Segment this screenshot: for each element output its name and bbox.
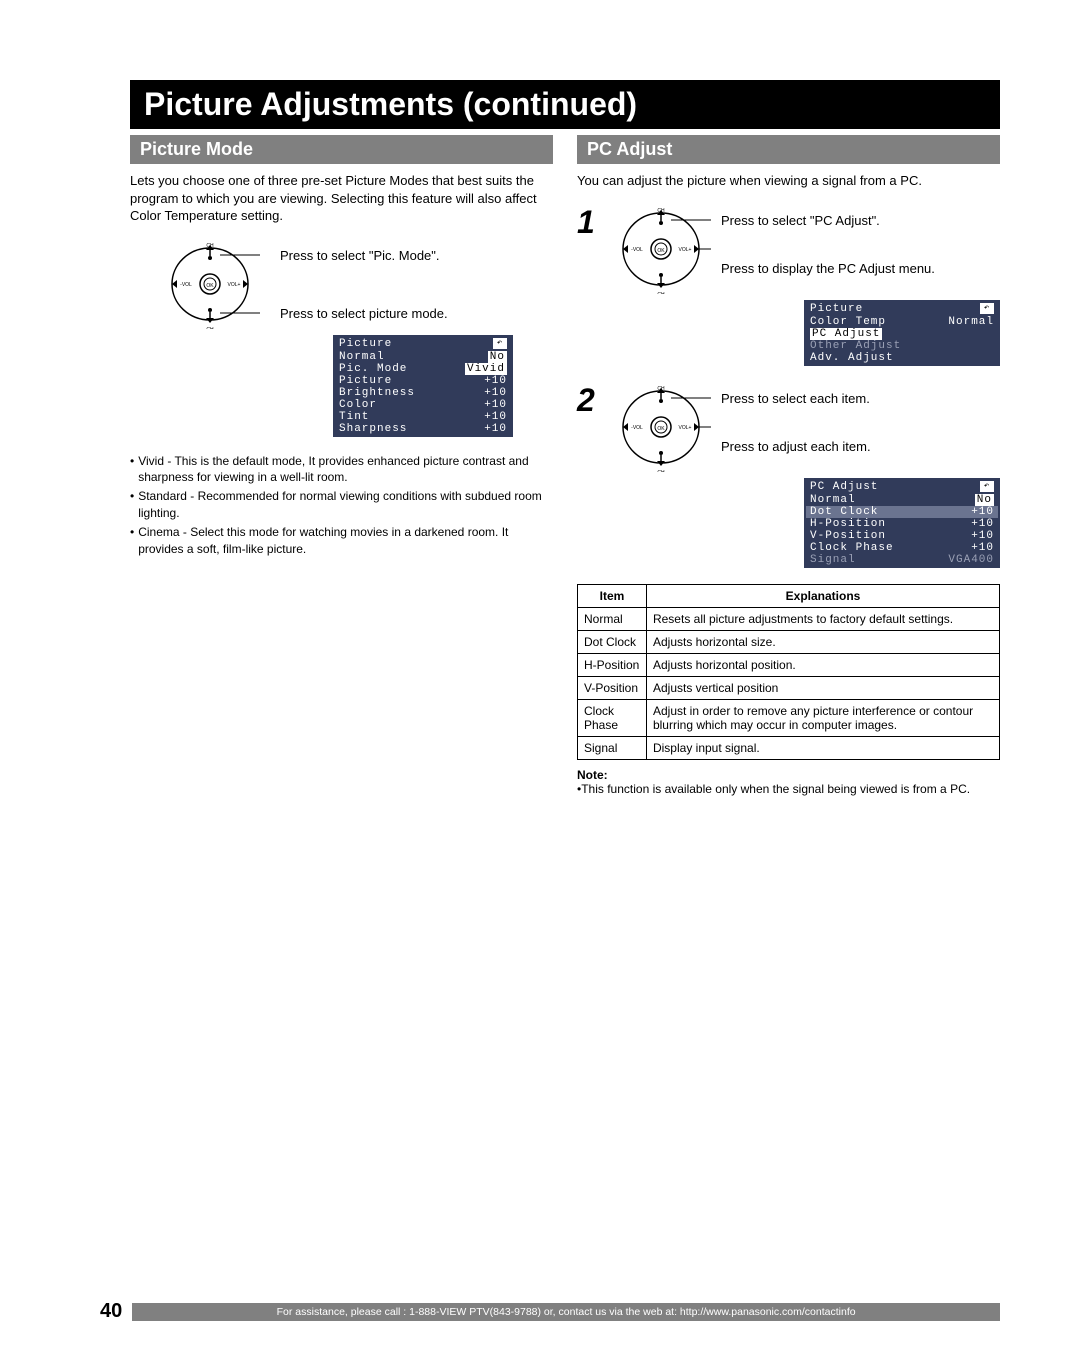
- caption-select-pic-mode: Press to select "Pic. Mode".: [280, 247, 448, 265]
- step-1-num: 1: [577, 204, 601, 241]
- caption-select-picture-mode: Press to select picture mode.: [280, 305, 448, 323]
- note-block: Note: •This function is available only w…: [577, 768, 1000, 796]
- remote-icon: [611, 382, 711, 472]
- picture-submenu: Picture↶ Color TempNormal PC Adjust Othe…: [804, 300, 1000, 366]
- remote-icon: [611, 204, 711, 294]
- right-column: PC Adjust You can adjust the picture whe…: [577, 135, 1000, 796]
- table-row: H-PositionAdjusts horizontal position.: [578, 653, 1000, 676]
- picture-mode-intro: Lets you choose one of three pre-set Pic…: [130, 172, 553, 225]
- back-icon: ↶: [980, 481, 994, 492]
- caption-adjust-each-item: Press to adjust each item.: [721, 438, 871, 456]
- back-icon: ↶: [493, 338, 507, 349]
- step-2-num: 2: [577, 382, 601, 419]
- table-row: Dot ClockAdjusts horizontal size.: [578, 630, 1000, 653]
- picture-menu: Picture↶ NormalNo Pic. ModeVivid Picture…: [333, 335, 513, 437]
- table-row: Item Explanations: [578, 584, 1000, 607]
- table-row: NormalResets all picture adjustments to …: [578, 607, 1000, 630]
- footer-text: For assistance, please call : 1-888-VIEW…: [132, 1303, 1000, 1321]
- caption-select-each-item: Press to select each item.: [721, 390, 871, 408]
- explanations-table: Item Explanations NormalResets all pictu…: [577, 584, 1000, 760]
- note-title: Note:: [577, 768, 1000, 782]
- caption-display-pc-menu: Press to display the PC Adjust menu.: [721, 260, 935, 278]
- back-icon: ↶: [980, 303, 994, 314]
- table-row: SignalDisplay input signal.: [578, 736, 1000, 759]
- remote-icon: [160, 239, 260, 329]
- mode-descriptions: •Vivid - This is the default mode, It pr…: [130, 453, 553, 558]
- caption-select-pc-adjust: Press to select "PC Adjust".: [721, 212, 935, 230]
- page-title: Picture Adjustments (continued): [130, 80, 1000, 129]
- pc-adjust-menu: PC Adjust↶ NormalNo Dot Clock+10 H-Posit…: [804, 478, 1000, 568]
- left-column: Picture Mode Lets you choose one of thre…: [130, 135, 553, 796]
- menu-title-label: Picture: [339, 338, 392, 350]
- picture-mode-header: Picture Mode: [130, 135, 553, 164]
- pc-adjust-intro: You can adjust the picture when viewing …: [577, 172, 1000, 190]
- table-row: Clock PhaseAdjust in order to remove any…: [578, 699, 1000, 736]
- page-number: 40: [100, 1300, 122, 1323]
- pc-adjust-header: PC Adjust: [577, 135, 1000, 164]
- table-row: V-PositionAdjusts vertical position: [578, 676, 1000, 699]
- footer: 40 For assistance, please call : 1-888-V…: [100, 1300, 1000, 1323]
